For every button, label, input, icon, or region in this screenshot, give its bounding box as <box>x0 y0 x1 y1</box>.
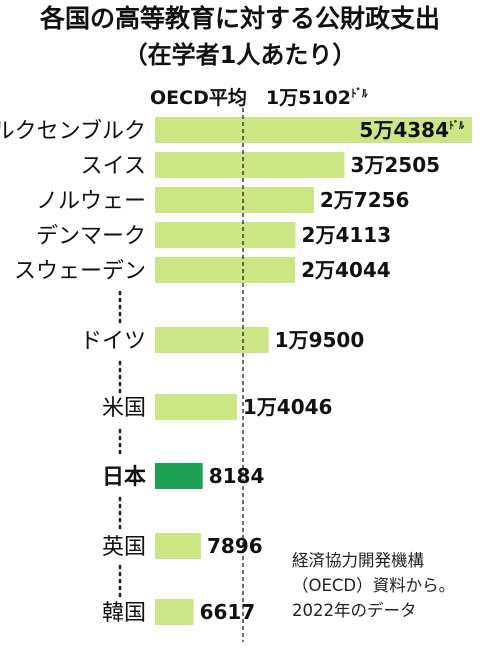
category-label-1: ルクセンブルク <box>0 119 146 144</box>
bar-10 <box>155 599 194 625</box>
value-label-3: 2万7256 <box>320 188 410 212</box>
bar-3 <box>155 187 314 213</box>
value-label-7: 1万4046 <box>243 395 333 419</box>
value-label-5: 2万4044 <box>301 258 391 282</box>
category-label-4: デンマーク <box>36 224 146 249</box>
bar-6 <box>155 327 269 353</box>
chart-title: 各国の高等教育に対する公財政支出 <box>39 4 440 33</box>
category-label-9: 英国 <box>102 535 146 560</box>
bar-4 <box>155 222 296 248</box>
category-label-10: 韓国 <box>102 601 146 626</box>
value-label-4: 2万4113 <box>302 223 392 247</box>
value-label-10: 6617 <box>200 600 256 624</box>
bar-2 <box>155 152 345 178</box>
category-label-7: 米国 <box>102 396 146 421</box>
value-label-2: 3万2505 <box>350 153 440 177</box>
category-label-3: ノルウェー <box>36 189 146 214</box>
bar-5 <box>155 257 296 283</box>
bar-9 <box>155 533 202 559</box>
value-label-9: 7896 <box>207 534 263 558</box>
chart-subtitle: （在学者1人あたり） <box>123 41 357 69</box>
value-label-8: 8184 <box>209 464 265 488</box>
value-label-1: 5万4384ﾄﾞﾙ <box>359 118 465 142</box>
category-label-5: スウェーデン <box>14 259 146 284</box>
source-note-line-2: （OECD）資料から。 <box>292 576 456 595</box>
bar-1 <box>155 117 472 143</box>
source-note-line-3: 2022年のデータ <box>292 601 417 620</box>
category-label-8: 日本 <box>102 465 146 490</box>
value-label-6: 1万9500 <box>275 328 365 352</box>
bar-7 <box>155 394 237 420</box>
source-note-line-1: 経済協力開発機構 <box>292 551 424 570</box>
category-label-2: スイス <box>81 154 146 179</box>
category-label-6: ドイツ <box>80 329 146 354</box>
bar-8 <box>155 463 203 489</box>
oecd-average-label: OECD平均 1万5102ﾄﾞﾙ <box>150 86 368 109</box>
